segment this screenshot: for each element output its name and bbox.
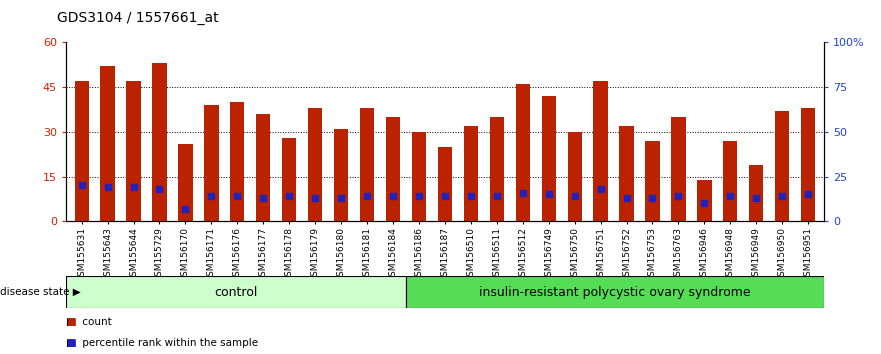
Text: disease state ▶: disease state ▶ xyxy=(0,287,81,297)
Bar xyxy=(126,81,141,221)
Text: insulin-resistant polycystic ovary syndrome: insulin-resistant polycystic ovary syndr… xyxy=(479,286,751,298)
Text: control: control xyxy=(214,286,257,298)
Bar xyxy=(100,66,115,221)
Bar xyxy=(619,126,633,221)
Text: GDS3104 / 1557661_at: GDS3104 / 1557661_at xyxy=(57,11,218,25)
Bar xyxy=(697,179,712,221)
Bar xyxy=(723,141,737,221)
Bar xyxy=(411,132,426,221)
Bar xyxy=(671,117,685,221)
Bar xyxy=(515,84,529,221)
Bar xyxy=(230,102,244,221)
Bar xyxy=(406,276,824,308)
Bar xyxy=(178,144,193,221)
Bar xyxy=(646,141,660,221)
Bar xyxy=(360,108,374,221)
Text: ■  count: ■ count xyxy=(66,317,112,327)
Text: ■  percentile rank within the sample: ■ percentile rank within the sample xyxy=(66,338,258,348)
Bar xyxy=(66,276,406,308)
Bar xyxy=(334,129,348,221)
Bar xyxy=(775,111,789,221)
Bar xyxy=(749,165,764,221)
Bar xyxy=(75,81,89,221)
Bar xyxy=(282,138,296,221)
Bar xyxy=(438,147,452,221)
Bar xyxy=(490,117,504,221)
Bar xyxy=(204,105,218,221)
Bar xyxy=(801,108,815,221)
Bar xyxy=(386,117,400,221)
Text: ■: ■ xyxy=(66,317,76,327)
Bar xyxy=(152,63,167,221)
Bar xyxy=(594,81,608,221)
Bar xyxy=(463,126,478,221)
Bar xyxy=(308,108,322,221)
Bar xyxy=(256,114,270,221)
Bar xyxy=(567,132,581,221)
Text: ■: ■ xyxy=(66,338,76,348)
Bar xyxy=(542,96,556,221)
